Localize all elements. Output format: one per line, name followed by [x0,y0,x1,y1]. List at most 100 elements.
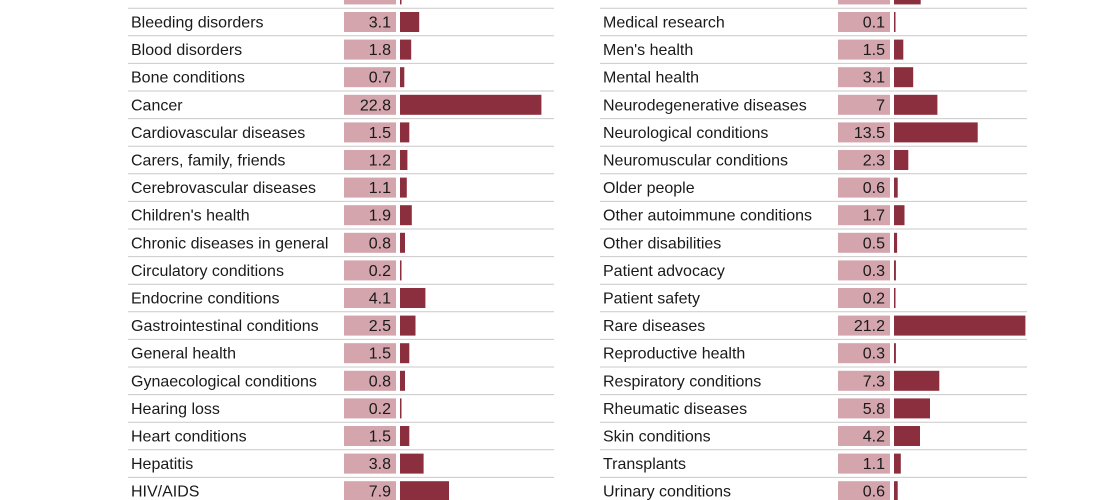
value-box [838,205,890,226]
bar [894,205,905,226]
data-label: 5.8 [863,401,885,418]
table-row: Urinary conditions 0.6 [603,481,898,500]
category-label: Transplants [603,456,686,473]
table-row: Bone conditions 0.7 [128,67,554,92]
value-box [838,67,890,88]
data-label: 0.6 [863,180,885,197]
bar [894,343,896,364]
table-row: Reproductive health 0.3 [600,343,1027,368]
category-label: Skin conditions [603,429,711,446]
category-label: Respiratory conditions [603,373,761,390]
category-label: Gynaecological conditions [131,373,317,390]
table-row: Rare diseases 21.2 [600,315,1027,340]
bar [400,481,449,500]
value-box [838,232,890,253]
table-row: Neurological conditions 13.5 [600,122,1027,147]
bar [894,0,921,5]
value-box [838,12,890,32]
category-label: Neuromuscular conditions [603,153,788,170]
table-row: Hearing loss 0.2 [128,398,554,423]
table-row: Mental health 3.1 [600,67,1027,92]
data-label: 1.9 [369,208,391,225]
category-label: General health [131,346,236,363]
category-label: Blood disorders [131,42,242,59]
value-box [838,481,890,500]
bar [400,94,542,115]
bar [400,67,405,88]
bar [400,453,424,474]
table-row: Blood disorders 1.8 [128,39,554,64]
table-row: 4.3 [600,0,1027,9]
bar [894,426,920,446]
value-box [838,150,890,170]
category-label: Medical research [603,15,725,32]
category-label: Chronic diseases in general [131,235,328,252]
table-row: Endocrine conditions 4.1 [128,288,554,313]
value-box [344,122,396,143]
table-row: Bleeding disorders 3.1 [128,12,554,37]
category-label: Heart conditions [131,429,247,446]
bar [400,398,402,419]
data-label: 0.2 [369,401,391,418]
table-row: Transplants 1.1 [600,453,1027,478]
category-label: Carers, family, friends [131,153,285,170]
table-row: Heart conditions 1.5 [128,426,554,451]
value-box [838,398,890,419]
data-label: 3.8 [369,456,391,473]
data-label: 0.5 [863,235,885,252]
data-label: 0.1 [863,15,885,32]
data-label: 2.5 [369,318,391,335]
category-label: Cancer [131,97,183,114]
value-box [344,481,396,500]
bar [894,481,898,500]
bar [400,177,407,198]
data-label: 0.7 [369,70,391,87]
category-label: Patient advocacy [603,263,725,280]
table-row: Other autoimmune conditions 1.7 [600,205,1027,230]
category-label: Circulatory conditions [131,263,284,280]
bar [400,0,402,5]
category-label: HIV/AIDS [131,484,199,500]
bar [400,260,402,281]
category-label: Older people [603,180,695,197]
bar [894,94,938,115]
data-label: 3.1 [369,15,391,32]
bar [894,150,909,170]
table-row: Men's health 1.5 [600,39,1027,64]
value-box [344,12,396,32]
data-label: 0.8 [369,235,391,252]
category-label: Bone conditions [131,70,245,87]
data-label: 7.3 [863,373,885,390]
category-label: Children's health [131,208,250,225]
data-label: 4.3 [863,0,885,4]
value-box [344,205,396,226]
data-label: 21.2 [854,318,885,335]
value-box [838,453,890,474]
data-label: 0.3 [863,263,885,280]
data-label: 0.6 [863,484,885,500]
data-label: 1.7 [863,208,885,225]
category-label: Cardiovascular diseases [131,125,305,142]
value-box [838,343,890,364]
table-row: Patient advocacy 0.3 [600,260,1027,285]
value-box [838,177,890,198]
data-label: 1.5 [369,429,391,446]
table-row: Neurodegenerative diseases 7 [600,94,1027,120]
data-label: 1.1 [863,456,885,473]
bar [400,205,412,226]
data-label: 3.1 [863,70,885,87]
bar [400,39,412,60]
data-label: 0.3 [863,346,885,363]
bar [400,150,408,170]
value-box [344,0,396,5]
data-label: 4.1 [369,291,391,308]
value-box [344,39,396,60]
bar [400,12,420,32]
bar [894,453,901,474]
table-row: Children's health 1.9 [128,205,554,230]
category-label: Neurological conditions [603,125,768,142]
category-label: Other autoimmune conditions [603,208,812,225]
value-box [344,343,396,364]
data-label: 4.2 [863,429,885,446]
